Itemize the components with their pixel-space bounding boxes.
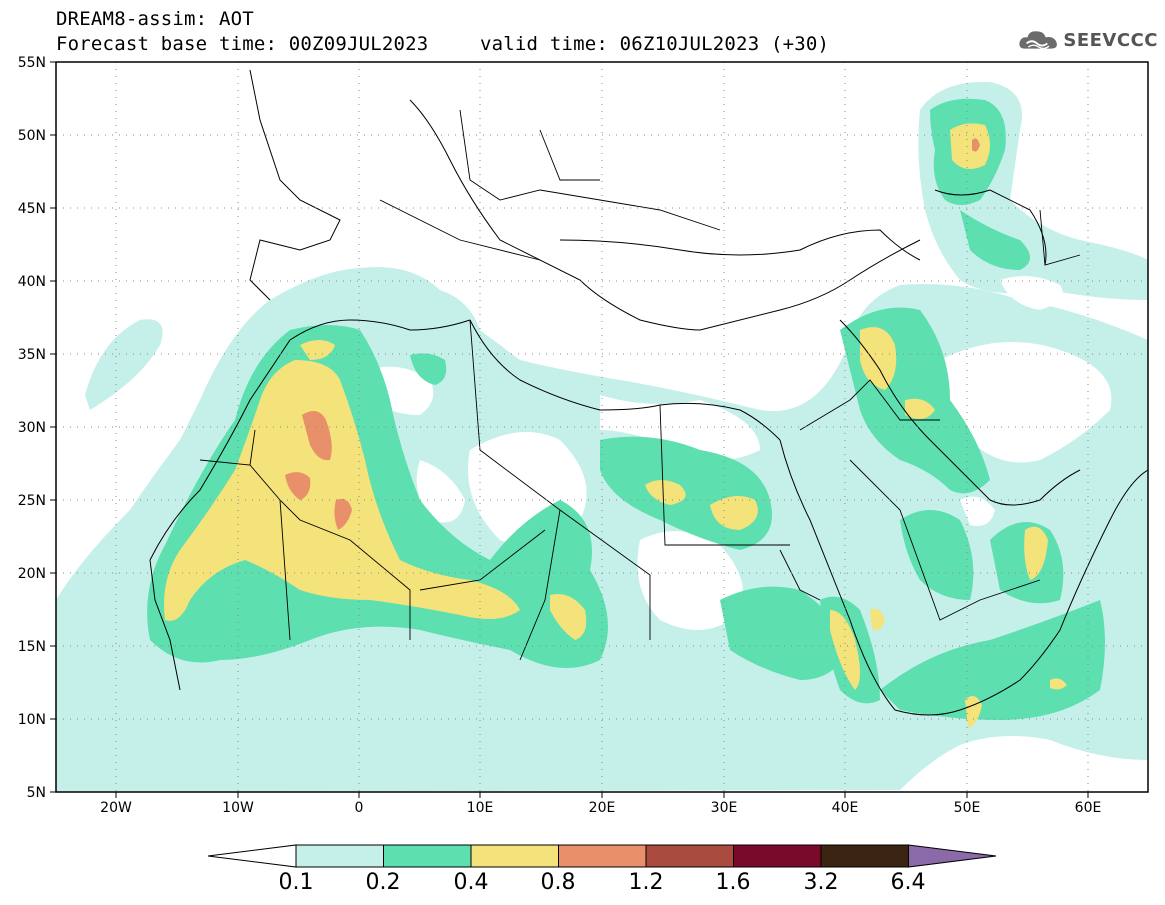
latitude-labels: 55N 50N 45N 40N 35N 30N 25N 20N 15N 10N … <box>18 55 46 801</box>
longitude-labels: 20W 10W 0 10E 20E 30E 40E 50E 60E <box>100 800 1101 816</box>
lon-label: 40E <box>832 800 859 816</box>
lat-label: 45N <box>18 201 46 217</box>
colorbar-label: 0.8 <box>540 870 576 895</box>
colorbar <box>207 844 997 868</box>
lat-label: 50N <box>18 128 46 144</box>
map-title: DREAM8-assim: AOT <box>56 8 254 30</box>
colorbar-label: 6.4 <box>890 870 926 895</box>
lon-label: 20W <box>100 800 132 816</box>
lat-label: 40N <box>18 274 46 290</box>
lon-label: 20E <box>589 800 616 816</box>
lat-lon-grid <box>56 62 1148 792</box>
colorbar-label: 0.2 <box>365 870 401 895</box>
lat-label: 30N <box>18 420 46 436</box>
lon-label: 50E <box>954 800 981 816</box>
lat-label: 5N <box>27 785 46 801</box>
lon-label: 0 <box>355 800 364 816</box>
aot-level-0-8 <box>285 138 980 530</box>
clear-regions <box>370 276 1112 630</box>
lat-label: 10N <box>18 712 46 728</box>
colorbar-label: 1.6 <box>715 870 751 895</box>
country-borders <box>199 109 1081 661</box>
cloud-logo-icon <box>1019 31 1057 50</box>
logo-text: SEEVCCC <box>1063 29 1158 51</box>
colorbar-segment <box>558 844 647 868</box>
aot-level-0-4 <box>164 123 1067 728</box>
lat-label: 20N <box>18 566 46 582</box>
colorbar-segment <box>820 844 909 868</box>
valid-time: valid time: 06Z10JUL2023 (+30) <box>480 33 830 55</box>
colorbar-label: 3.2 <box>803 870 839 895</box>
lon-label: 10W <box>222 800 254 816</box>
lat-label: 15N <box>18 639 46 655</box>
lat-label: 35N <box>18 347 46 363</box>
colorbar-segment <box>470 844 559 868</box>
colorbar-segment <box>733 844 822 868</box>
coastlines <box>149 69 1148 716</box>
lat-label: 25N <box>18 493 46 509</box>
colorbar-segment <box>383 844 472 868</box>
seevccc-logo: SEEVCCC <box>1018 24 1158 56</box>
lon-label: 30E <box>711 800 738 816</box>
axis-ticks <box>50 61 1089 798</box>
colorbar-segment <box>645 844 734 868</box>
forecast-base-time: Forecast base time: 00Z09JUL2023 <box>56 33 429 55</box>
colorbar-label: 0.1 <box>278 870 314 895</box>
colorbar-label: 0.4 <box>453 870 489 895</box>
lon-label: 60E <box>1075 800 1102 816</box>
colorbar-over-triangle <box>908 844 997 868</box>
lat-label: 55N <box>18 55 46 71</box>
colorbar-segment <box>295 844 384 868</box>
colorbar-label: 1.2 <box>628 870 664 895</box>
lon-label: 10E <box>467 800 494 816</box>
colorbar-under-triangle <box>207 844 297 868</box>
